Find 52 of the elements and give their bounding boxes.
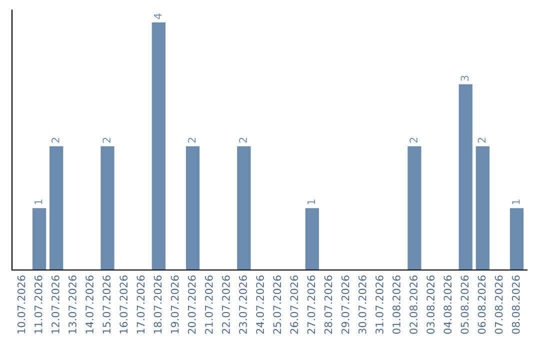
x-tick-label: 06.08.2026 — [478, 276, 486, 334]
bar — [237, 146, 251, 270]
bar — [100, 146, 114, 270]
x-tick-label: 23.07.2026 — [239, 276, 247, 334]
x-tick-label: 05.08.2026 — [460, 276, 469, 334]
bar — [50, 146, 64, 270]
bar — [476, 146, 490, 270]
bar — [32, 208, 46, 270]
bar — [152, 22, 166, 270]
data-label: 2 — [478, 138, 486, 143]
x-tick-label: 03.08.2026 — [426, 276, 435, 334]
data-label: 1 — [512, 200, 520, 204]
bar — [510, 208, 524, 270]
data-label: 2 — [51, 138, 60, 143]
x-tick-label: 13.07.2026 — [68, 276, 76, 334]
x-tick-label: 26.07.2026 — [290, 276, 298, 334]
x-tick-label: 21.07.2026 — [204, 276, 213, 334]
x-tick-label: 30.07.2026 — [358, 276, 366, 334]
x-tick-label: 18.07.2026 — [154, 276, 162, 334]
x-tick-label: 11.07.2026 — [34, 276, 42, 334]
data-label: 3 — [460, 76, 469, 81]
x-tick-label: 24.07.2026 — [256, 276, 264, 334]
x-tick-label: 16.07.2026 — [120, 276, 128, 334]
data-label: 1 — [307, 200, 316, 204]
x-tick-label: 31.07.2026 — [375, 276, 384, 334]
x-tick-label: 02.08.2026 — [410, 276, 418, 334]
x-tick-label: 25.07.2026 — [273, 276, 282, 334]
x-tick-label: 29.07.2026 — [341, 276, 350, 334]
x-tick-label: 22.07.2026 — [222, 276, 230, 334]
x-tick-label: 20.07.2026 — [188, 276, 196, 334]
data-label: 2 — [239, 138, 247, 143]
data-label: 2 — [188, 138, 196, 143]
bar — [458, 84, 472, 270]
x-tick-label: 04.08.2026 — [444, 276, 452, 334]
x-tick-label: 01.08.2026 — [392, 276, 400, 334]
bar — [305, 208, 319, 270]
x-tick-label: 19.07.2026 — [170, 276, 179, 334]
x-tick-label: 15.07.2026 — [102, 276, 111, 334]
data-label: 1 — [34, 200, 42, 204]
x-tick-label: 12.07.2026 — [51, 276, 60, 334]
bar — [408, 146, 422, 270]
x-tick-label: 28.07.2026 — [324, 276, 332, 334]
data-label: 2 — [410, 138, 418, 143]
x-tick-label: 27.07.2026 — [307, 276, 316, 334]
data-label: 2 — [102, 138, 110, 143]
x-tick-label: 10.07.2026 — [17, 276, 26, 334]
x-tick-label: 17.07.2026 — [136, 276, 145, 334]
x-tick-label: 07.08.2026 — [494, 276, 503, 334]
data-label: 4 — [154, 14, 162, 20]
x-tick-label: 08.08.2026 — [512, 276, 520, 334]
x-tick-label: 14.07.2026 — [86, 276, 94, 334]
bar — [186, 146, 200, 270]
